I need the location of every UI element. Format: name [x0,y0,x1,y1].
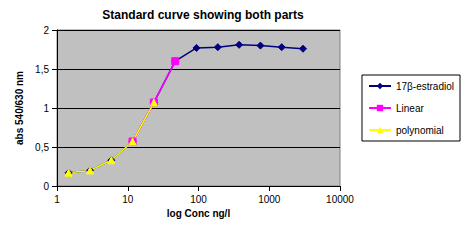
svg-text:1: 1 [43,103,49,114]
svg-text:17β-estradiol: 17β-estradiol [396,81,454,92]
svg-text:1: 1 [54,194,60,205]
svg-text:polynomial: polynomial [396,125,444,136]
svg-text:1,5: 1,5 [35,64,49,75]
svg-text:2: 2 [43,25,49,36]
svg-text:log Conc ng/l: log Conc ng/l [167,208,231,219]
svg-text:1000: 1000 [258,194,281,205]
svg-text:Linear: Linear [396,103,424,114]
svg-text:10000: 10000 [326,194,354,205]
svg-text:0,5: 0,5 [35,142,49,153]
svg-text:100: 100 [190,194,207,205]
svg-text:0: 0 [43,181,49,192]
svg-text:10: 10 [122,194,134,205]
svg-text:Standard curve showing both pa: Standard curve showing both parts [102,8,304,22]
svg-text:abs 540/630 nm: abs 540/630 nm [14,71,25,145]
